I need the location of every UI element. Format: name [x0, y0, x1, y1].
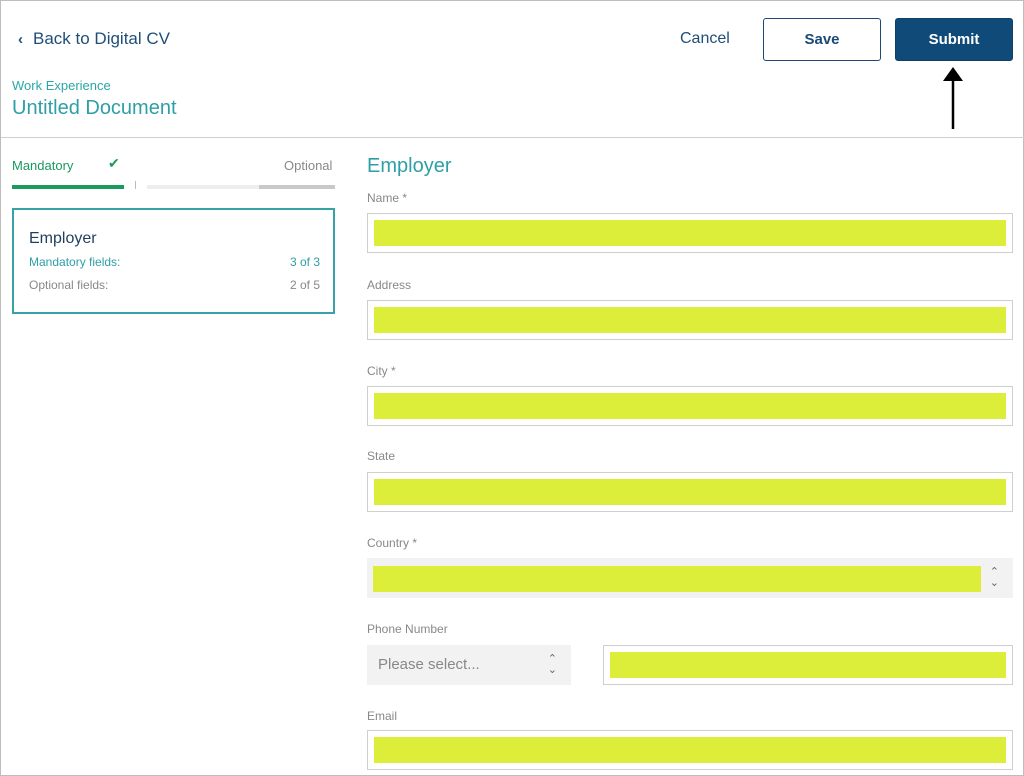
- progress-bar-track: [147, 185, 259, 189]
- mandatory-fields-count: 3 of 3: [289, 255, 320, 269]
- progress-bar-mandatory: [12, 185, 124, 189]
- optional-fields-count: 2 of 5: [289, 278, 320, 292]
- page-header: ‹ Back to Digital CV Work Experience Unt…: [1, 1, 1024, 138]
- document-title: Untitled Document: [12, 97, 177, 119]
- tab-optional[interactable]: Optional: [284, 158, 333, 173]
- tab-mandatory[interactable]: Mandatory: [12, 158, 74, 173]
- section-card-employer[interactable]: Employer Mandatory fields: 3 of 3 Option…: [12, 208, 335, 314]
- chevron-left-icon: ‹: [18, 30, 23, 48]
- optional-fields-label: Optional fields:: [29, 278, 109, 292]
- optional-fields-row: Optional fields: 2 of 5: [29, 278, 320, 292]
- country-label: Country *: [367, 536, 418, 550]
- phone-number-field[interactable]: [610, 652, 1006, 678]
- submit-button[interactable]: Submit: [895, 18, 1013, 61]
- back-link[interactable]: ‹ Back to Digital CV: [18, 29, 170, 49]
- form-heading: Employer: [367, 155, 452, 177]
- email-label: Email: [367, 709, 398, 723]
- address-field[interactable]: [374, 307, 1006, 333]
- email-field[interactable]: [374, 737, 1006, 763]
- check-icon: ✔: [108, 155, 120, 171]
- state-label: State: [367, 449, 396, 463]
- phone-field-box: [603, 645, 1013, 685]
- city-field[interactable]: [374, 393, 1006, 419]
- city-label: City *: [367, 364, 396, 378]
- name-field-box: [367, 213, 1013, 253]
- cancel-button[interactable]: Cancel: [680, 30, 730, 47]
- phone-code-select[interactable]: Please select... ⌃ ⌄: [367, 645, 571, 685]
- state-field-box: [367, 472, 1013, 512]
- address-label: Address: [367, 278, 412, 292]
- progress-divider: [135, 181, 136, 189]
- back-link-label: Back to Digital CV: [33, 29, 170, 48]
- progress-bar-optional: [259, 185, 335, 189]
- country-select-value: [373, 566, 981, 592]
- chevron-up-down-icon: ⌃ ⌄: [547, 653, 557, 676]
- chevron-up-down-icon: ⌃ ⌄: [989, 566, 999, 589]
- address-field-box: [367, 300, 1013, 340]
- mandatory-fields-label: Mandatory fields:: [29, 255, 121, 269]
- country-select[interactable]: ⌃ ⌄: [367, 558, 1013, 598]
- section-card-title: Employer: [29, 230, 97, 247]
- name-label: Name *: [367, 191, 408, 205]
- save-button[interactable]: Save: [763, 18, 881, 61]
- state-field[interactable]: [374, 479, 1006, 505]
- phone-label: Phone Number: [367, 622, 448, 636]
- phone-code-placeholder: Please select...: [378, 656, 480, 673]
- city-field-box: [367, 386, 1013, 426]
- email-field-box: [367, 730, 1013, 770]
- mandatory-fields-row: Mandatory fields: 3 of 3: [29, 255, 320, 269]
- name-field[interactable]: [374, 220, 1006, 246]
- arrow-up-icon: [943, 67, 963, 129]
- document-type: Work Experience: [12, 78, 111, 93]
